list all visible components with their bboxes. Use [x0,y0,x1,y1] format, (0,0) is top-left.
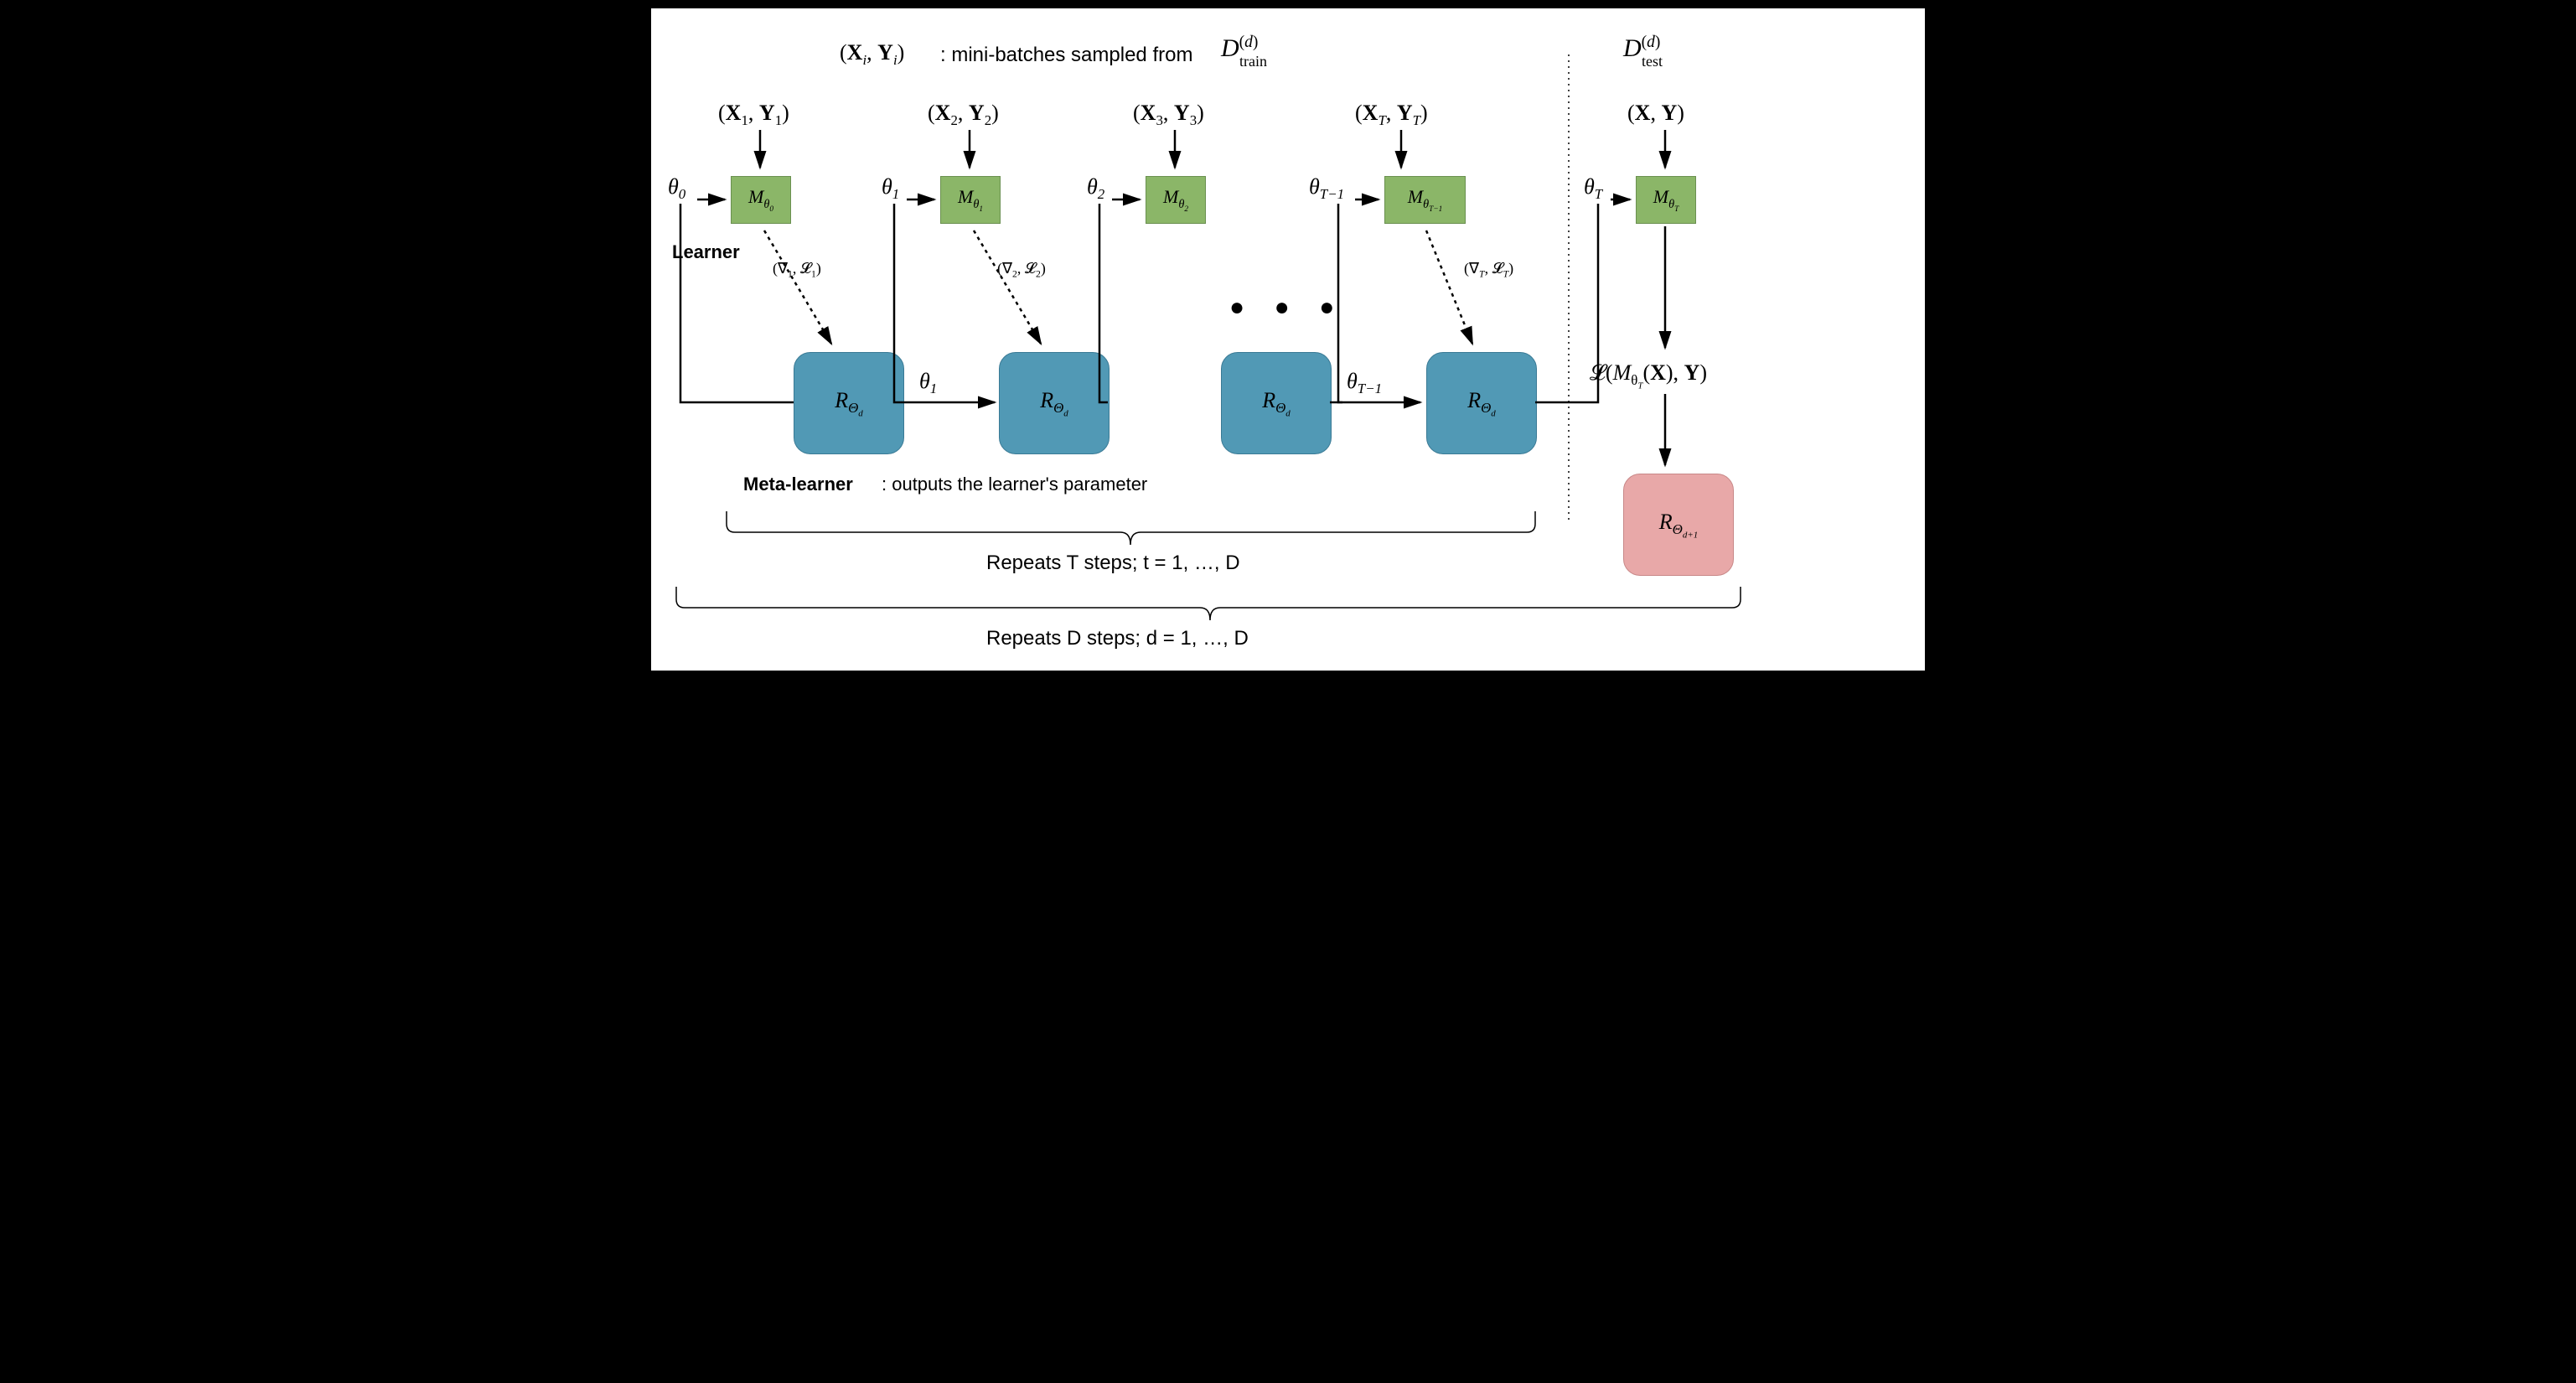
loss-label: 𝓛(MθT(X), Y) [1590,360,1707,391]
meta-learner-desc: : outputs the learner's parameter [882,474,1147,495]
learner-box-T: MθT [1636,176,1696,224]
d-train: D(d)train [1221,34,1258,91]
theta-0: θ0 [668,174,685,203]
ellipsis-dots: ● ● ● [1229,293,1346,322]
theta-out-1: θ1 [919,369,937,397]
batch-XY: (X, Y) [1627,101,1684,126]
meta-box-1: RΘd [794,352,904,454]
grad-T: (∇T, 𝓛T) [1464,260,1513,280]
meta-box-3: RΘd [1221,352,1332,454]
grad-1: (∇1, 𝓛1) [773,260,821,280]
theta-1: θ1 [882,174,899,203]
grad-2: (∇2, 𝓛2) [997,260,1046,280]
batch-T: (XT, YT) [1355,101,1428,129]
d-test: D(d)test [1623,34,1660,91]
learner-label: Learner [672,241,740,263]
theta-out-Tm1: θT−1 [1347,369,1382,397]
repeat-inner: Repeats T steps; t = 1, …, D [986,552,1240,575]
learner-box-Tm1: MθT−1 [1384,176,1466,224]
theta-2: θ2 [1087,174,1104,203]
arrows-layer [651,8,1925,671]
batch-2: (X2, Y2) [928,101,999,129]
learner-box-2: Mθ2 [1146,176,1206,224]
batch-3: (X3, Y3) [1133,101,1204,129]
learner-box-1: Mθ1 [940,176,1001,224]
meta-box-2: RΘd [999,352,1110,454]
diagram-canvas: (Xi, Yi) : mini-batches sampled from D(d… [651,8,1925,671]
repeat-outer: Repeats D steps; d = 1, …, D [986,627,1249,650]
meta-box-4: RΘd [1426,352,1537,454]
theta-T: θT [1584,174,1602,203]
batch-symbol: (Xi, Yi) [840,40,904,69]
theta-Tm1: θT−1 [1309,174,1344,203]
batch-desc: : mini-batches sampled from [940,44,1192,67]
meta-box-pink: RΘd+1 [1623,474,1734,576]
learner-box-0: Mθ0 [731,176,791,224]
batch-1: (X1, Y1) [718,101,789,129]
meta-learner-label: Meta-learner [743,474,853,495]
